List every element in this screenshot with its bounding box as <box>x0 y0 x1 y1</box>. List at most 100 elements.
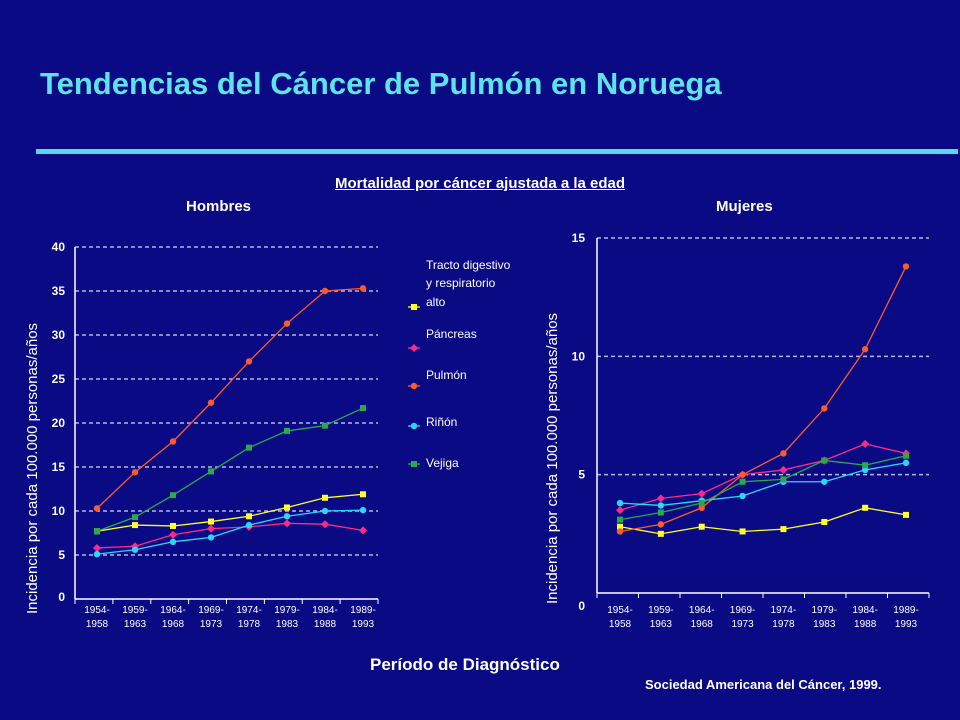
women-data-point <box>779 465 788 474</box>
men-data-point <box>207 524 215 533</box>
men-data-point <box>169 530 177 539</box>
men-data-point <box>245 521 253 529</box>
women-data-point <box>616 528 624 535</box>
women-x-tick-label: 1988 <box>854 619 877 630</box>
women-data-point <box>821 478 828 485</box>
women-data-point <box>861 439 870 448</box>
legend-label: y respiratorio <box>426 276 496 290</box>
men-data-point <box>283 320 291 327</box>
men-x-tick-label: 1954- <box>84 605 110 616</box>
men-data-point <box>283 513 291 520</box>
women-x-tick-label: 1984- <box>852 605 878 616</box>
page-title: Tendencias del Cáncer de Pulmón en Norue… <box>40 66 722 101</box>
women-data-point <box>697 489 706 498</box>
men-data-point <box>321 287 329 295</box>
men-data-point <box>93 505 101 512</box>
women-x-tick-label: 1973 <box>731 619 754 630</box>
men-panel-title: Hombres <box>186 198 252 215</box>
women-series-line <box>619 507 907 535</box>
men-data-point <box>359 526 367 535</box>
women-y-axis-label: Incidencia por cada 100.000 personas/año… <box>544 312 561 604</box>
women-data-point <box>617 523 623 530</box>
men-y-tick-label: 25 <box>52 372 66 386</box>
women-data-point <box>739 492 746 500</box>
men-series-line <box>96 287 364 509</box>
men-data-point <box>284 427 290 434</box>
men-data-point <box>170 492 176 499</box>
men-y-tick-label: 0 <box>58 590 65 604</box>
men-x-tick-label: 1968 <box>162 619 185 630</box>
men-data-point <box>321 520 329 529</box>
men-x-tick-label: 1959- <box>122 605 148 616</box>
women-series-line <box>619 266 907 533</box>
men-data-point <box>246 513 252 520</box>
men-data-point <box>360 491 366 498</box>
women-series-line <box>619 443 907 511</box>
women-x-tick-label: 1989- <box>893 605 919 616</box>
men-y-tick-label: 5 <box>58 548 65 562</box>
men-data-point <box>245 358 253 365</box>
women-x-tick-label: 1968 <box>691 619 714 630</box>
men-y-axis-label: Incidencia por cada 100.000 personas/año… <box>24 322 41 614</box>
men-data-point <box>360 405 366 412</box>
men-data-point <box>170 522 176 529</box>
women-x-tick-label: 1974- <box>771 605 797 616</box>
men-data-point <box>93 543 101 552</box>
legend-marker <box>411 461 417 467</box>
men-data-point <box>93 550 101 558</box>
women-data-point <box>780 450 787 457</box>
legend-label: Tracto digestivo <box>426 258 511 272</box>
men-data-point <box>359 285 367 292</box>
women-y-tick-label: 0 <box>578 599 585 613</box>
men-series-line <box>96 522 364 549</box>
men-y-tick-label: 15 <box>52 460 66 474</box>
women-x-tick-label: 1983 <box>813 619 836 630</box>
men-series-line <box>96 407 364 532</box>
men-data-point <box>208 468 214 475</box>
men-data-point <box>207 534 215 541</box>
men-x-tick-label: 1958 <box>86 619 109 630</box>
men-data-point <box>208 518 214 525</box>
women-x-tick-label: 1963 <box>650 619 673 630</box>
women-data-point <box>862 462 869 469</box>
women-data-point <box>657 521 665 528</box>
men-data-point <box>283 519 291 528</box>
men-x-tick-label: 1979- <box>274 605 300 616</box>
men-x-tick-label: 1973 <box>200 619 223 630</box>
men-x-tick-label: 1978 <box>238 619 261 630</box>
women-data-point <box>657 502 665 509</box>
x-axis-label: Período de Diagnóstico <box>370 655 560 674</box>
men-data-point <box>322 422 328 429</box>
women-data-point <box>698 500 705 507</box>
men-data-point <box>207 399 215 406</box>
source-citation: Sociedad Americana del Cáncer, 1999. <box>645 677 882 692</box>
women-data-point <box>902 263 910 270</box>
men-data-point <box>246 444 252 451</box>
legend-marker <box>410 382 418 390</box>
women-data-point <box>657 509 664 516</box>
men-x-tick-label: 1983 <box>276 619 299 630</box>
women-y-tick-label: 15 <box>572 231 586 245</box>
men-data-point <box>131 469 139 476</box>
men-data-point <box>321 507 329 515</box>
women-data-point <box>698 504 705 511</box>
women-x-tick-label: 1979- <box>811 605 837 616</box>
women-data-point <box>739 478 746 485</box>
legend-marker <box>410 422 418 430</box>
men-x-tick-label: 1988 <box>314 619 337 630</box>
men-data-point <box>284 504 290 511</box>
legend-label: alto <box>426 295 446 309</box>
men-y-tick-label: 40 <box>52 240 66 254</box>
women-data-point <box>780 476 787 483</box>
legend-label: Páncreas <box>426 327 477 341</box>
men-x-tick-label: 1964- <box>160 605 186 616</box>
men-y-tick-label: 35 <box>52 284 66 298</box>
men-x-tick-label: 1989- <box>350 605 376 616</box>
women-x-tick-label: 1969- <box>730 605 756 616</box>
men-data-point <box>322 494 328 501</box>
men-data-point <box>132 514 138 521</box>
women-data-point <box>821 457 828 464</box>
women-data-point <box>902 459 910 467</box>
legend-label: Vejiga <box>426 456 459 470</box>
